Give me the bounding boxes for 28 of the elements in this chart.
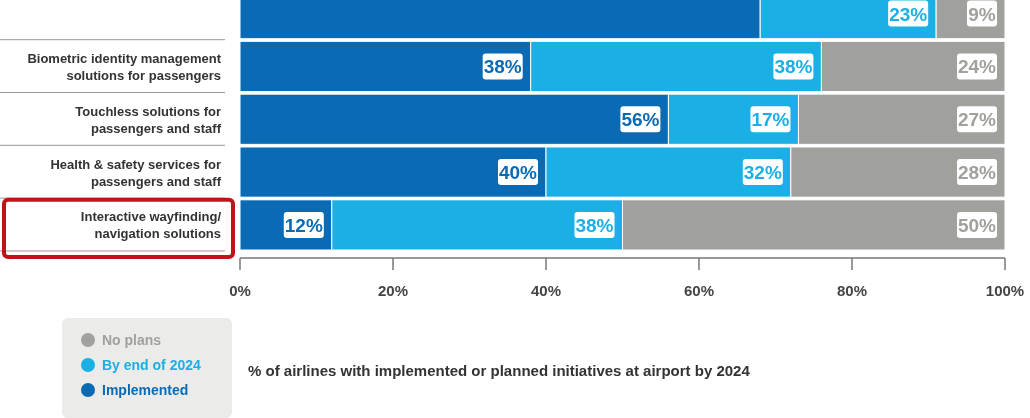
y-tick-label: Touchless solutions for passengers and staff — [75, 103, 222, 136]
data-label: 56% — [621, 109, 660, 131]
y-tick-label: Health & safety services for passengers and staff — [50, 156, 222, 189]
data-label: 38% — [575, 214, 614, 236]
data-label: 12% — [284, 214, 323, 236]
data-label: 38% — [774, 56, 813, 78]
data-label: 17% — [751, 109, 790, 131]
data-label: 23% — [889, 3, 928, 25]
x-tick-label: 0% — [229, 282, 251, 299]
text: Implemented — [102, 382, 189, 398]
data-label: 38% — [483, 56, 522, 78]
data-label: 28% — [957, 162, 997, 184]
data-label: 50% — [957, 214, 997, 236]
legend-label: No plans — [102, 332, 162, 348]
data-label: 40% — [498, 162, 538, 184]
data-label: 24% — [957, 56, 997, 78]
x-tick-label: 60% — [683, 282, 715, 299]
y-tick-label: Biometric identity management solutions for passengers — [27, 50, 222, 83]
x-tick-label: 40% — [530, 282, 562, 299]
data-label: 32% — [743, 162, 782, 184]
legend-label: By end of 2024 — [102, 357, 202, 373]
data-label: 27% — [957, 109, 997, 131]
x-tick-label: 20% — [377, 282, 409, 299]
data-label: 9% — [968, 3, 996, 25]
x-tick-label: 80% — [836, 282, 868, 299]
y-tick-label: Interactive wayfinding/ navigation solutions — [80, 209, 222, 242]
x-tick-label: 100% — [985, 282, 1025, 299]
text: % of airlines with implemented or planned initiatives at airport by 2024 — [248, 362, 751, 379]
